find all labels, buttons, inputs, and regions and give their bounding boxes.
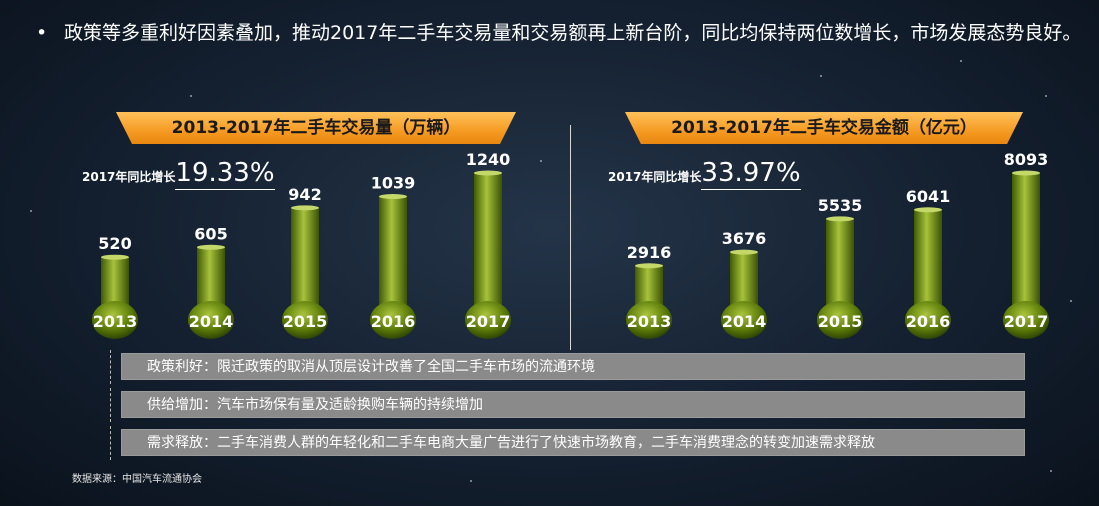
bar-top — [474, 170, 502, 176]
factor-text: 需求释放：二手车消费人群的年轻化和二手车电商大量广告进行了快速市场教育，二手车消… — [147, 435, 875, 451]
chart-divider — [570, 125, 571, 350]
value-label: 605 — [194, 224, 227, 243]
factor-bg — [121, 391, 1025, 418]
bar-top — [730, 249, 758, 255]
star — [820, 75, 822, 77]
volume-growth: 2017年同比增长19.33% — [82, 158, 275, 190]
value-label: 520 — [98, 234, 131, 253]
bar-base — [188, 301, 234, 339]
category-label: 2016 — [906, 312, 951, 331]
bar-base — [905, 301, 951, 339]
bar-base — [817, 301, 863, 339]
category-label: 2015 — [818, 312, 863, 331]
star — [960, 60, 962, 62]
star — [470, 480, 472, 482]
amount-chart-title: 2013-2017年二手车交易金额（亿元） — [625, 112, 1023, 144]
star — [30, 210, 32, 212]
bar-top — [635, 263, 663, 269]
bar — [474, 173, 502, 318]
star — [1045, 95, 1047, 97]
bar — [1012, 173, 1040, 318]
factor-policy: 政策利好：限迁政策的取消从顶层设计改善了全国二手车市场的流通环境 — [110, 350, 1031, 384]
bar-top — [197, 244, 225, 250]
bar-top — [1012, 170, 1040, 176]
amount-growth: 2017年同比增长33.97% — [608, 158, 801, 190]
category-label: 2015 — [283, 312, 328, 331]
star — [1050, 470, 1052, 472]
value-label: 1039 — [371, 174, 416, 193]
star — [1070, 300, 1072, 302]
bar-top — [826, 216, 854, 222]
bar-top — [291, 205, 319, 211]
bar-base — [370, 301, 416, 339]
amount-bar-chart: 2916 2013 3676 2014 5535 2015 6041 2016 8093 2017 — [626, 150, 1049, 339]
bar-top — [379, 194, 407, 200]
bar-base — [1003, 301, 1049, 339]
volume-growth-label: 2017年同比增长 — [82, 170, 176, 184]
amount-growth-value: 33.97% — [701, 158, 801, 190]
volume-chart-title: 2013-2017年二手车交易量（万辆） — [116, 112, 516, 144]
category-label: 2014 — [722, 312, 767, 331]
value-label: 5535 — [818, 196, 863, 215]
bar — [914, 209, 942, 318]
category-label: 2017 — [1004, 312, 1049, 331]
factor-text: 供给增加：汽车市场保有量及适龄换购车辆的持续增加 — [147, 397, 483, 413]
headline-bullet: • — [36, 22, 48, 44]
value-label: 6041 — [906, 187, 951, 206]
bar — [379, 196, 407, 318]
value-label: 2916 — [627, 243, 672, 262]
headline-text: 政策等多重利好因素叠加，推动2017年二手车交易量和交易额再上新台阶，同比均保持… — [64, 22, 1082, 44]
bar-top — [914, 207, 942, 213]
bar-top — [101, 254, 129, 260]
category-label: 2013 — [627, 312, 672, 331]
category-label: 2014 — [189, 312, 234, 331]
value-label: 3676 — [722, 229, 767, 248]
data-source: 数据来源：中国汽车流通协会 — [72, 474, 202, 485]
bar-base — [465, 301, 511, 339]
bar-base — [626, 301, 672, 339]
bar-base — [282, 301, 328, 339]
category-label: 2016 — [371, 312, 416, 331]
headline: • 政策等多重利好因素叠加，推动2017年二手车交易量和交易额再上新台阶，同比均… — [36, 16, 1096, 50]
bar — [291, 207, 319, 318]
category-label: 2013 — [93, 312, 138, 331]
value-label: 8093 — [1004, 150, 1049, 169]
category-label: 2017 — [466, 312, 511, 331]
star — [540, 160, 542, 162]
factor-text: 政策利好：限迁政策的取消从顶层设计改善了全国二手车市场的流通环境 — [147, 359, 595, 375]
factor-demand: 需求释放：二手车消费人群的年轻化和二手车电商大量广告进行了快速市场教育，二手车消… — [110, 426, 1031, 460]
value-label: 1240 — [466, 150, 511, 169]
factor-bg — [121, 429, 1025, 456]
volume-growth-value: 19.33% — [175, 158, 275, 190]
amount-growth-label: 2017年同比增长 — [608, 170, 702, 184]
factor-supply: 供给增加：汽车市场保有量及适龄换购车辆的持续增加 — [110, 388, 1031, 422]
star — [190, 95, 192, 97]
value-label: 942 — [288, 185, 321, 204]
bar-base — [721, 301, 767, 339]
factor-bg — [121, 353, 1025, 380]
volume-bar-chart: 520 2013 605 2014 942 2015 1039 2016 1240 2017 — [92, 150, 511, 339]
bar-base — [92, 301, 138, 339]
